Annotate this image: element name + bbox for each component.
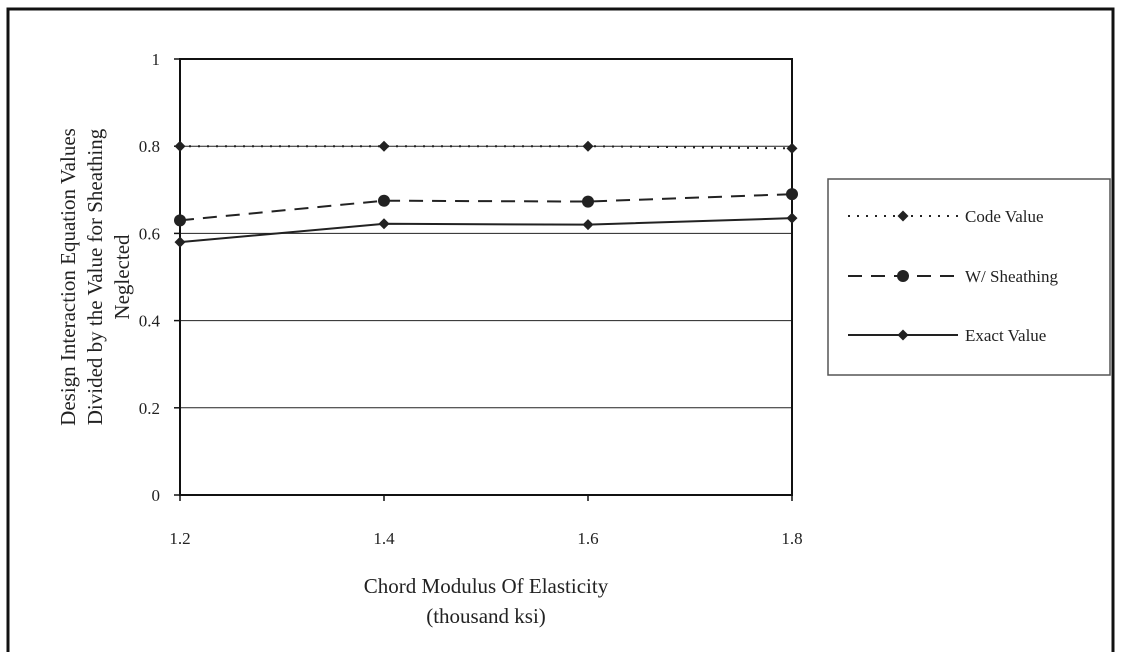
legend-label-2: Exact Value	[965, 326, 1046, 345]
data-point-2-0	[174, 236, 186, 248]
x-tick-label-2: 1.6	[577, 529, 598, 548]
x-axis-label: Chord Modulus Of Elasticity (thousand ksi…	[364, 574, 609, 628]
legend-marker-1	[897, 270, 909, 282]
data-point-0-3	[786, 142, 798, 154]
x-tick-label-3: 1.8	[781, 529, 802, 548]
series-lines	[174, 140, 798, 248]
legend-item-2: Exact Value	[848, 326, 1046, 345]
y-tick-label-3: 0.6	[139, 224, 160, 243]
y-tick-label-0: 0	[152, 486, 161, 505]
series-line-2	[179, 217, 793, 244]
y-axis-label-line-1: Divided by the Value for Sheathing	[83, 128, 107, 425]
legend-marker-2	[897, 329, 909, 341]
legend-label-1: W/ Sheathing	[965, 267, 1059, 286]
data-point-2-3	[786, 212, 798, 224]
data-point-0-1	[378, 140, 390, 152]
y-axis-label-line-2: Neglected	[110, 234, 134, 320]
series-line-0	[180, 145, 793, 150]
series-1	[174, 188, 798, 227]
data-point-0-2	[582, 140, 594, 152]
x-tick-label-0: 1.2	[169, 529, 190, 548]
data-point-1-0	[174, 214, 186, 227]
y-axis-label-line-0: Design Interaction Equation Values	[56, 128, 80, 426]
data-point-1-2	[582, 195, 594, 208]
plot-area	[179, 58, 793, 496]
legend-marker-0	[897, 210, 909, 222]
data-point-2-1	[378, 218, 390, 230]
legend-item-0: Code Value	[848, 207, 1044, 226]
series-2	[174, 212, 798, 248]
x-tick-label-1: 1.4	[373, 529, 395, 548]
y-tick-label-5: 1	[152, 50, 161, 69]
data-point-0-0	[174, 140, 186, 152]
series-line-1	[179, 193, 793, 222]
y-axis-label: Design Interaction Equation Values Divide…	[56, 128, 134, 426]
data-point-2-2	[582, 219, 594, 231]
y-tick-label-1: 0.2	[139, 399, 160, 418]
legend: Code Value W/ Sheathing Exact Value	[827, 178, 1111, 376]
y-tick-label-4: 0.8	[139, 137, 160, 156]
legend-item-1: W/ Sheathing	[848, 267, 1059, 286]
x-axis-label-line-1: (thousand ksi)	[426, 604, 546, 628]
y-tick-label-2: 0.4	[139, 312, 161, 331]
x-axis-label-line-0: Chord Modulus Of Elasticity	[364, 574, 609, 598]
y-axis-ticks: 0 0.2 0.4 0.6 0.8 1	[139, 50, 180, 505]
data-point-1-1	[378, 194, 390, 207]
x-axis-ticks: 1.2 1.4 1.6 1.8	[169, 495, 803, 548]
series-0	[174, 140, 798, 154]
legend-label-0: Code Value	[965, 207, 1044, 226]
data-point-1-3	[786, 188, 798, 201]
